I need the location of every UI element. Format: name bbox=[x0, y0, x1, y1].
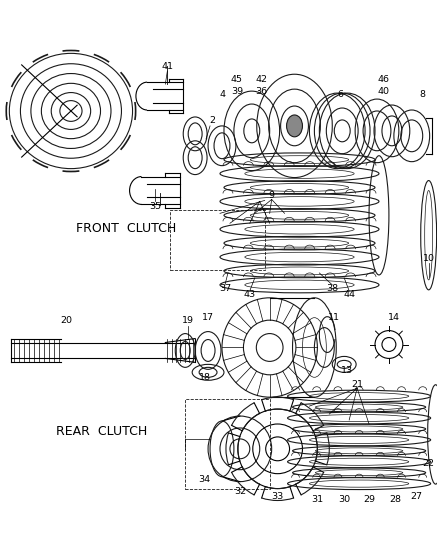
Text: 41: 41 bbox=[161, 62, 173, 71]
Text: 42: 42 bbox=[256, 75, 268, 84]
Ellipse shape bbox=[286, 115, 303, 137]
Text: 29: 29 bbox=[363, 495, 375, 504]
Text: 31: 31 bbox=[311, 495, 323, 504]
Text: 20: 20 bbox=[60, 316, 72, 325]
Text: 9: 9 bbox=[268, 191, 275, 200]
Text: 19: 19 bbox=[182, 316, 194, 325]
Text: 14: 14 bbox=[388, 313, 400, 322]
Text: 39: 39 bbox=[231, 87, 243, 95]
Text: FRONT  CLUTCH: FRONT CLUTCH bbox=[76, 222, 176, 235]
Text: 40: 40 bbox=[378, 87, 390, 95]
Text: 13: 13 bbox=[341, 366, 353, 375]
Text: 21: 21 bbox=[351, 379, 363, 389]
Text: 37: 37 bbox=[219, 285, 231, 293]
Text: 8: 8 bbox=[420, 90, 426, 99]
Text: 28: 28 bbox=[389, 495, 401, 504]
Text: 45: 45 bbox=[231, 75, 243, 84]
Text: 30: 30 bbox=[338, 495, 350, 504]
Bar bbox=[185, 399, 270, 489]
Text: 32: 32 bbox=[234, 487, 246, 496]
Text: 36: 36 bbox=[256, 87, 268, 95]
Text: 44: 44 bbox=[343, 290, 355, 300]
Text: 11: 11 bbox=[328, 313, 340, 322]
Text: 35: 35 bbox=[149, 202, 162, 211]
Text: 2: 2 bbox=[209, 116, 215, 125]
Text: 17: 17 bbox=[202, 313, 214, 322]
Text: 4: 4 bbox=[220, 90, 226, 99]
Text: REAR  CLUTCH: REAR CLUTCH bbox=[56, 425, 147, 439]
Text: 38: 38 bbox=[326, 285, 338, 293]
Bar bbox=[170, 211, 265, 270]
Text: 43: 43 bbox=[244, 290, 256, 300]
Text: 46: 46 bbox=[378, 75, 390, 84]
Text: 6: 6 bbox=[337, 90, 343, 99]
Text: 34: 34 bbox=[198, 475, 210, 484]
Text: 27: 27 bbox=[411, 492, 423, 501]
Text: 33: 33 bbox=[272, 492, 284, 501]
Text: 10: 10 bbox=[423, 254, 434, 263]
Text: 18: 18 bbox=[199, 373, 211, 382]
Text: 22: 22 bbox=[423, 459, 434, 469]
